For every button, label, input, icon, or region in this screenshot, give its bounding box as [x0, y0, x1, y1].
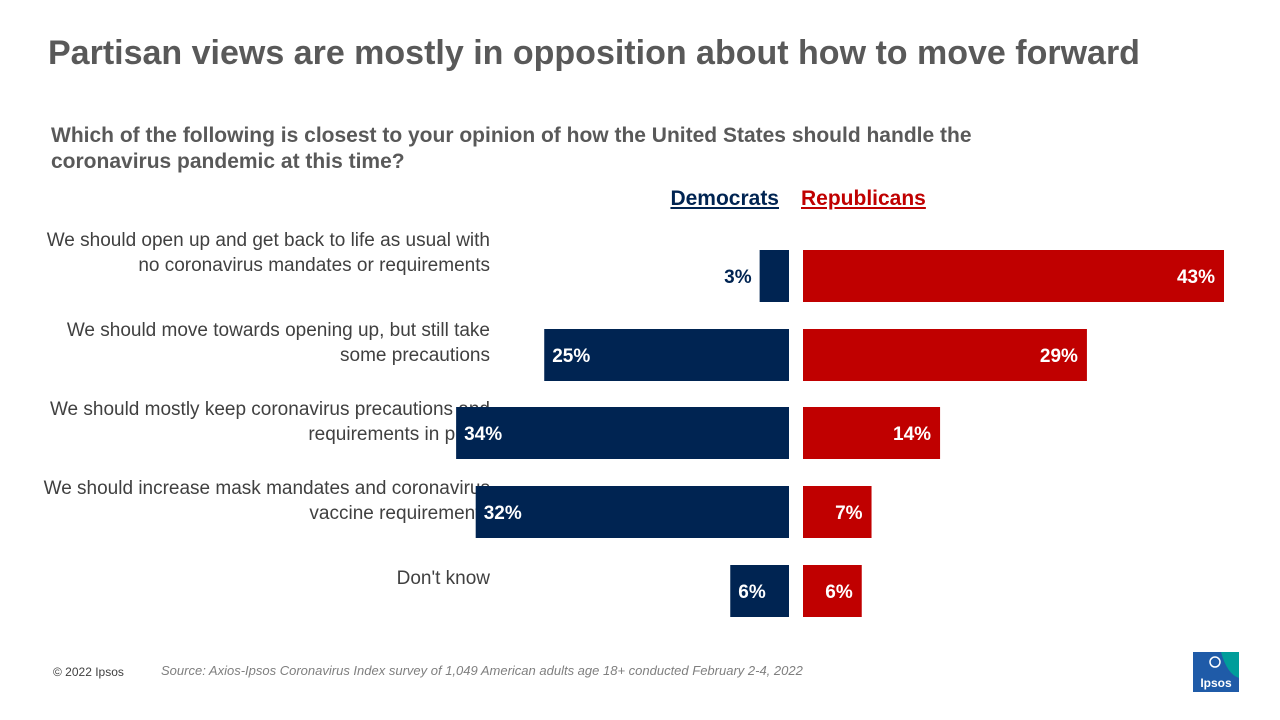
data-label-republicans: 43% — [1177, 267, 1215, 288]
copyright: © 2022 Ipsos — [53, 665, 124, 679]
data-label-republicans: 14% — [893, 424, 931, 445]
category-label: Don't know — [396, 568, 490, 589]
data-label-democrats: 34% — [464, 424, 502, 445]
bar-republicans — [803, 486, 872, 538]
bar-republicans — [803, 565, 862, 617]
ipsos-logo-text: Ipsos — [1200, 676, 1232, 690]
data-label-democrats: 32% — [484, 503, 522, 524]
data-label-democrats: 6% — [738, 582, 766, 603]
source-note: Source: Axios-Ipsos Coronavirus Index su… — [161, 663, 803, 678]
bar-republicans — [803, 407, 941, 459]
question-subtitle: Which of the following is closest to you… — [51, 124, 972, 173]
category-label: We should mostly keep coronavirus precau… — [49, 399, 490, 445]
data-label-republicans: 29% — [1040, 346, 1078, 367]
ipsos-logo-mark — [1209, 656, 1221, 668]
bar-republicans — [803, 329, 1087, 381]
legend-republicans: Republicans — [801, 187, 926, 210]
page-title: Partisan views are mostly in opposition … — [48, 34, 1140, 72]
data-label-democrats: 3% — [724, 267, 752, 288]
category-label: We should increase mask mandates and cor… — [43, 478, 490, 524]
ipsos-logo: Ipsos — [1193, 652, 1239, 692]
legend-democrats: Democrats — [670, 187, 779, 210]
bar-democrats — [475, 486, 789, 538]
bar-democrats — [759, 250, 789, 302]
bar-democrats — [544, 329, 789, 381]
data-label-democrats: 25% — [552, 346, 590, 367]
category-label: We should open up and get back to life a… — [46, 230, 490, 276]
bar-democrats — [730, 565, 789, 617]
category-label: We should move towards opening up, but s… — [66, 320, 490, 366]
bar-democrats — [456, 407, 789, 459]
data-label-republicans: 6% — [825, 582, 853, 603]
bar-republicans — [803, 250, 1224, 302]
data-label-republicans: 7% — [835, 503, 863, 524]
ipsos-logo-accent — [1221, 652, 1239, 678]
